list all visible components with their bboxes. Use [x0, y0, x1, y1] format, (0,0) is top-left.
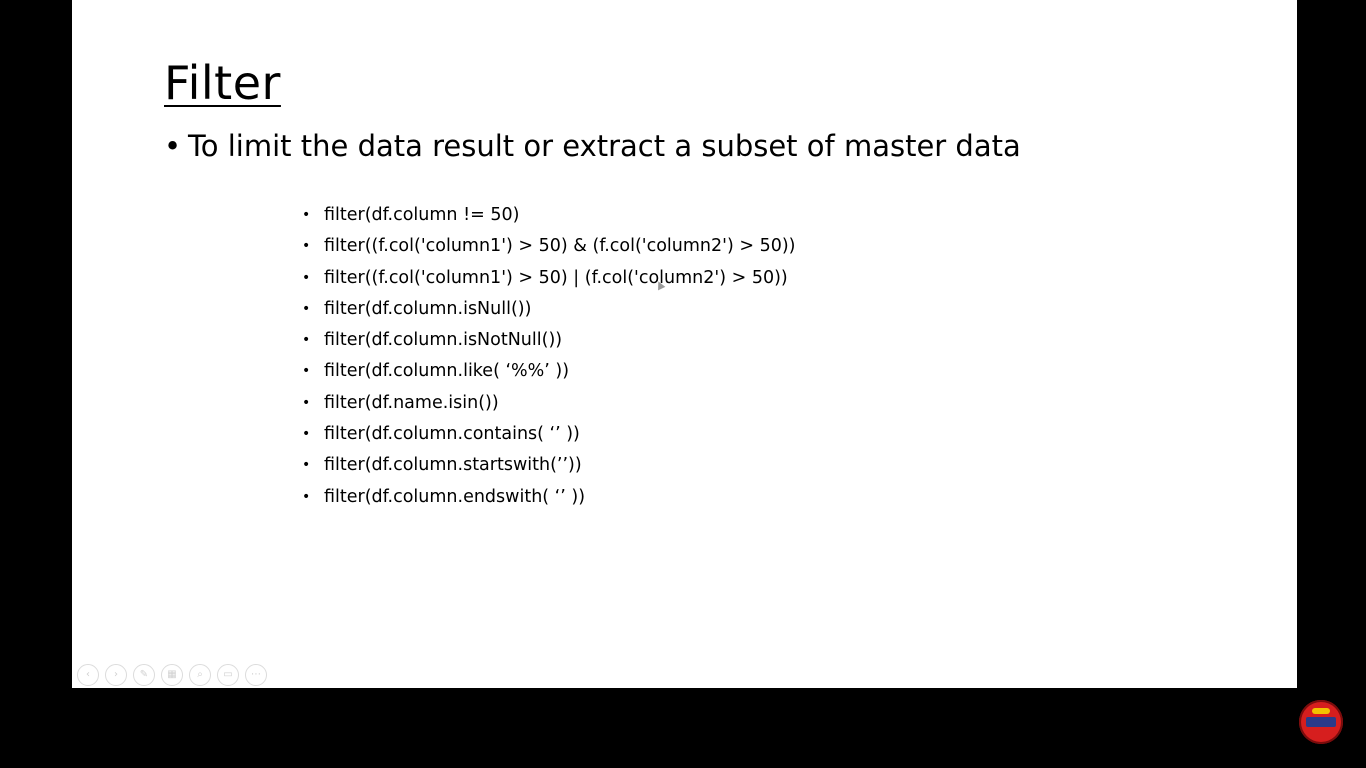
sub-bullet-marker: • [302, 300, 311, 317]
sub-bullet-item: • filter(df.name.isin()) [302, 388, 796, 419]
sub-bullet-item: • filter(df.column.like( ‘%%’ )) [302, 356, 796, 387]
pen-icon[interactable]: ✎ [133, 664, 155, 686]
slide: Filter • To limit the data result or extr… [72, 0, 1297, 688]
channel-logo-accent [1312, 708, 1330, 714]
slide-title: Filter [164, 56, 281, 110]
sub-bullet-marker: • [302, 269, 311, 286]
sub-bullet-text: filter(df.column.like( ‘%%’ )) [324, 361, 570, 382]
slides-grid-icon[interactable]: ▦ [161, 664, 183, 686]
sub-bullet-text: filter(df.column.isNotNull()) [324, 330, 563, 351]
sub-bullet-marker: • [302, 488, 311, 505]
sub-bullet-item: • filter(df.column.isNull()) [302, 294, 796, 325]
more-options-icon[interactable]: ⋯ [245, 664, 267, 686]
sub-bullet-marker: • [302, 238, 311, 255]
previous-slide-icon[interactable]: ‹ [77, 664, 99, 686]
sub-bullet-item: • filter((f.col('column1') > 50) & (f.col… [302, 231, 796, 262]
sub-bullet-item: • filter(df.column.isNotNull()) [302, 325, 796, 356]
sub-bullet-marker: • [302, 332, 311, 349]
sub-bullet-text: filter((f.col('column1') > 50) & (f.col(… [324, 236, 796, 257]
sub-bullet-item: • filter(df.column.contains( ‘’ )) [302, 419, 796, 450]
sub-bullet-text: filter((f.col('column1') > 50) | (f.col(… [324, 267, 788, 288]
sub-bullet-marker: • [302, 207, 311, 223]
main-bullet: • To limit the data result or extract a s… [164, 126, 1021, 166]
next-slide-icon[interactable]: › [105, 664, 127, 686]
sub-bullet-text: filter(df.column.isNull()) [324, 298, 532, 319]
sub-bullet-item: • filter(df.column.startswith(’’)) [302, 450, 796, 481]
sub-bullet-list: • filter(df.column != 50) • filter((f.col(… [302, 200, 796, 513]
sub-bullet-text: filter(df.column.startswith(’’)) [324, 455, 582, 476]
sub-bullet-text: filter(df.column != 50) [324, 205, 520, 225]
sub-bullet-item: • filter(df.column != 50) [302, 200, 796, 231]
sub-bullet-marker: • [302, 457, 311, 474]
sub-bullet-item: • filter(df.column.endswith( ‘’ )) [302, 482, 796, 513]
sub-bullet-marker: • [302, 363, 311, 380]
sub-bullet-marker: • [302, 426, 311, 443]
sub-bullet-text: filter(df.column.contains( ‘’ )) [324, 424, 580, 445]
slideshow-controls: ‹ › ✎ ▦ ⌕ ▭ ⋯ [77, 664, 267, 686]
sub-bullet-text: filter(df.column.endswith( ‘’ )) [324, 486, 586, 507]
channel-logo-icon [1299, 700, 1343, 744]
sub-bullet-marker: • [302, 394, 311, 411]
channel-logo-band [1306, 717, 1336, 727]
zoom-icon[interactable]: ⌕ [189, 664, 211, 686]
main-bullet-text: To limit the data result or extract a su… [188, 129, 1021, 163]
subtitles-icon[interactable]: ▭ [217, 664, 239, 686]
main-bullet-marker: • [164, 129, 182, 163]
sub-bullet-item: • filter((f.col('column1') > 50) | (f.col… [302, 263, 796, 294]
sub-bullet-text: filter(df.name.isin()) [324, 392, 499, 413]
